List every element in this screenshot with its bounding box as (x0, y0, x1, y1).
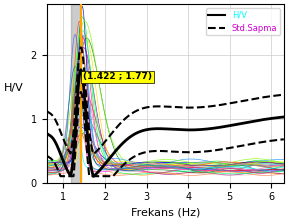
X-axis label: Frekans (Hz): Frekans (Hz) (130, 208, 200, 218)
Y-axis label: H/V: H/V (4, 83, 24, 93)
Text: (1.422 ; 1.77): (1.422 ; 1.77) (83, 72, 152, 81)
Legend: H/V, Std.Sapma: H/V, Std.Sapma (206, 8, 280, 36)
Bar (71, 4, 81, 182)
